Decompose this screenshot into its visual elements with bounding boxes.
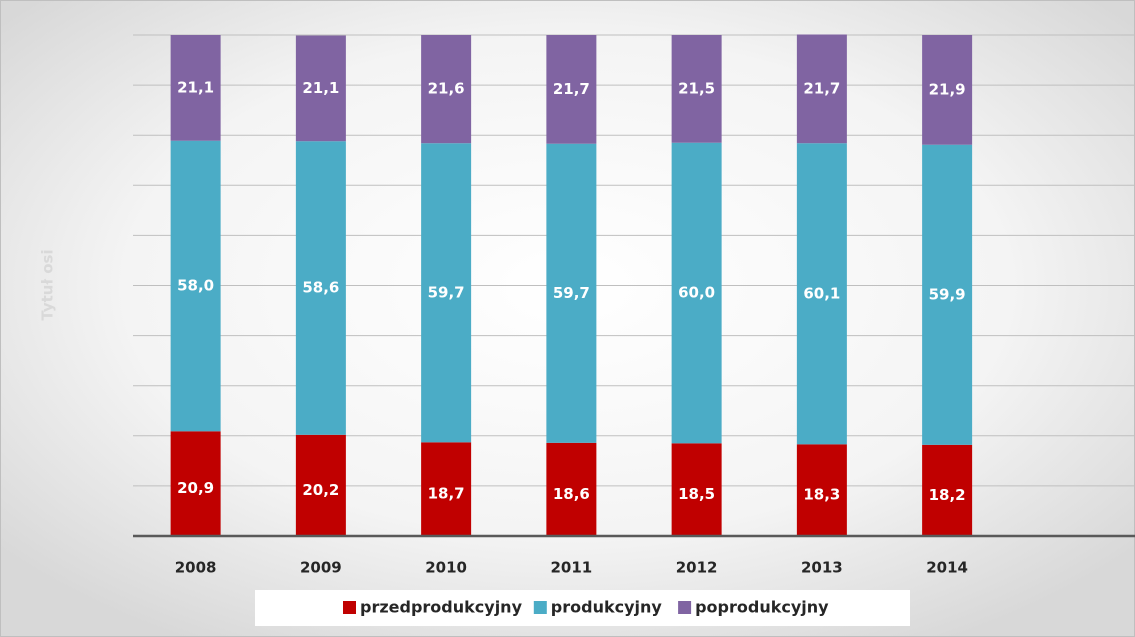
x-tick-label: 2012 (676, 559, 718, 577)
data-label: 59,9 (929, 285, 966, 303)
legend-swatch (343, 601, 356, 614)
legend-label: poprodukcyjny (695, 598, 829, 617)
data-label: 20,9 (177, 479, 214, 497)
bar-segment (295, 141, 346, 435)
bar-segment (922, 144, 973, 445)
data-label: 18,7 (428, 485, 465, 503)
x-tick-label: 2009 (300, 559, 342, 577)
data-label: 21,7 (803, 79, 840, 97)
bar-segment (170, 140, 221, 432)
data-label: 59,7 (553, 284, 590, 302)
bar-segment (671, 142, 722, 444)
data-label: 21,5 (678, 79, 715, 97)
legend-swatch (678, 601, 692, 614)
bar-segment (295, 35, 346, 142)
data-label: 60,1 (803, 284, 840, 302)
data-label: 21,7 (553, 80, 590, 98)
bar-segment (546, 143, 597, 443)
x-tick-label: 2011 (551, 559, 593, 577)
data-label: 20,2 (302, 481, 339, 499)
data-label: 59,7 (428, 283, 465, 301)
bar-segment (922, 444, 973, 536)
bar-segment (170, 431, 221, 536)
bar-segment (671, 35, 722, 143)
x-tick-label: 2008 (175, 559, 217, 577)
data-label: 18,2 (929, 486, 966, 504)
bar-segment (671, 443, 722, 536)
bar-segment (421, 442, 472, 536)
data-label: 58,0 (177, 277, 214, 295)
x-tick-label: 2010 (425, 559, 467, 577)
bar-segment (421, 143, 472, 443)
bar-segment (922, 35, 973, 145)
data-label: 21,1 (177, 78, 214, 96)
bar-segment (796, 444, 847, 536)
legend-swatch (533, 601, 547, 614)
data-label: 21,9 (929, 80, 966, 98)
bar-segment (295, 434, 346, 536)
bar-segment (796, 34, 847, 144)
bar-segment (546, 35, 597, 144)
bar-segment (546, 442, 597, 536)
y-axis-title: Tytuł osi (39, 249, 57, 320)
x-tick-label: 2014 (926, 559, 968, 577)
bar-segment (421, 35, 472, 144)
data-label: 18,3 (803, 486, 840, 504)
legend-box (255, 590, 910, 626)
data-label: 58,6 (302, 279, 339, 297)
data-label: 18,5 (678, 485, 715, 503)
data-label: 21,6 (428, 80, 465, 98)
bar-segment (170, 35, 221, 141)
data-label: 18,6 (553, 485, 590, 503)
legend-label: przedprodukcyjny (360, 598, 523, 617)
x-tick-label: 2013 (801, 559, 843, 577)
data-label: 21,1 (302, 79, 339, 97)
data-label: 60,0 (678, 284, 715, 302)
legend-label: produkcyjny (551, 598, 663, 617)
bar-segment (796, 143, 847, 445)
